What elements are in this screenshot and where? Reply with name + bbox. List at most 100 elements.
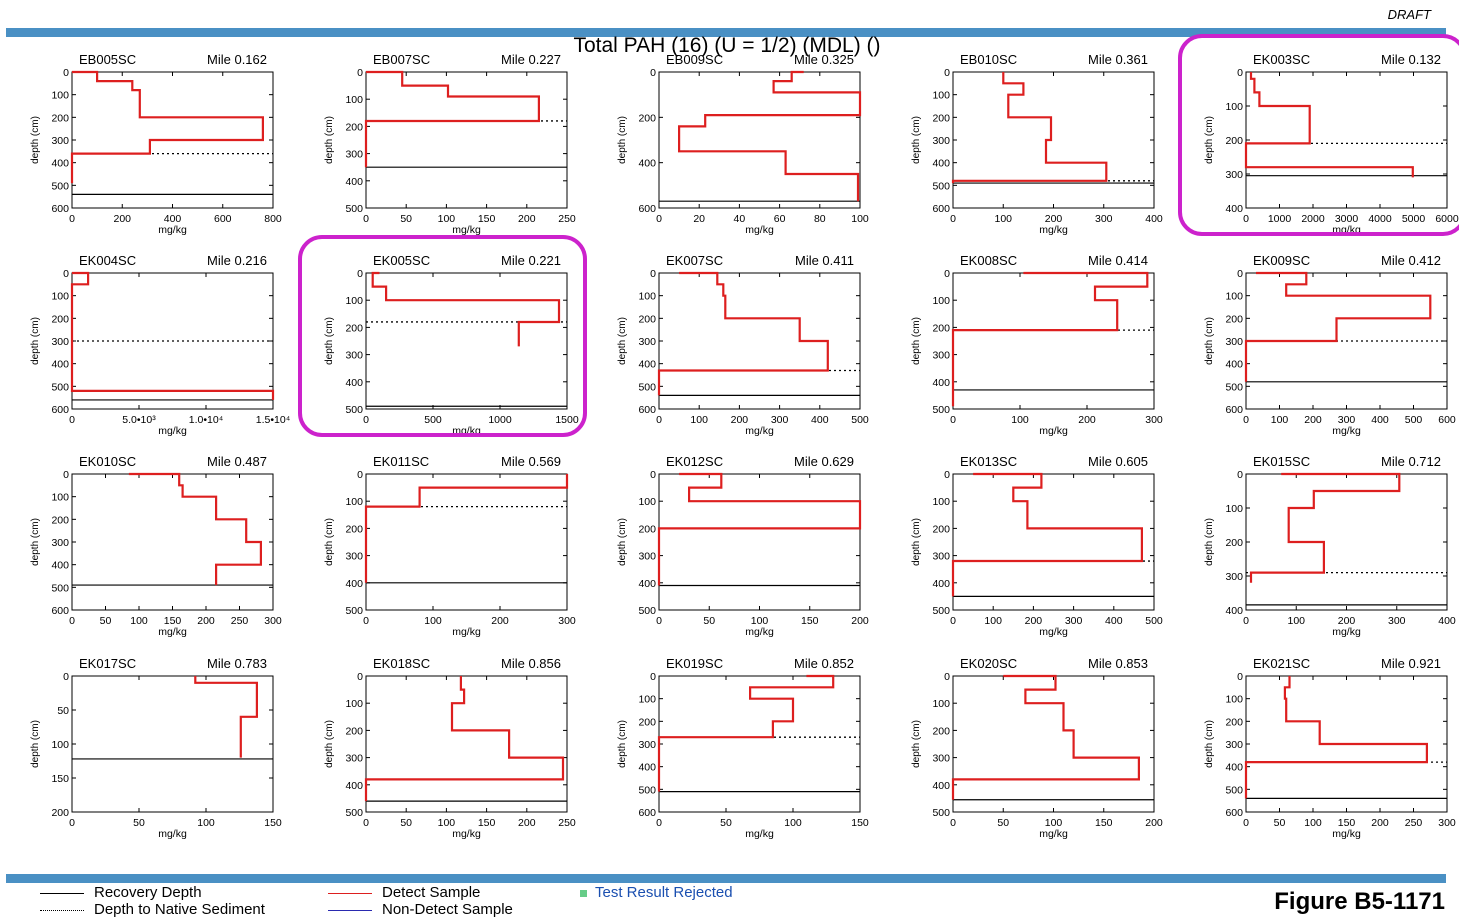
- rejected-square-icon: [580, 889, 587, 897]
- mile-label: Mile 0.411: [795, 253, 854, 268]
- y-tick-label: 100: [51, 90, 69, 102]
- y-tick-label: 400: [51, 359, 69, 371]
- y-tick-label: 300: [638, 336, 656, 348]
- station-label: EK012SC: [666, 454, 723, 469]
- x-tick-label: 0: [69, 817, 75, 829]
- y-tick-label: 200: [932, 725, 950, 737]
- x-tick-label: 300: [264, 615, 282, 627]
- station-label: EK017SC: [79, 656, 136, 671]
- x-tick-label: 200: [113, 213, 131, 225]
- mile-label: Mile 0.414: [1088, 253, 1148, 268]
- y-tick-label: 100: [638, 496, 656, 508]
- mile-label: Mile 0.856: [501, 656, 561, 671]
- x-tick-label: 1000: [488, 414, 512, 426]
- y-tick-label: 500: [932, 807, 950, 819]
- mile-label: Mile 0.216: [207, 253, 267, 268]
- x-tick-label: 100: [1304, 817, 1322, 829]
- y-tick-label: 100: [345, 496, 363, 508]
- x-tick-label: 0: [363, 213, 369, 225]
- y-tick-label: 400: [932, 578, 950, 590]
- y-tick-label: 0: [650, 469, 656, 481]
- detect-profile-line: [128, 472, 262, 586]
- y-tick-label: 0: [1237, 671, 1243, 683]
- y-tick-label: 100: [638, 694, 656, 706]
- detect-profile-line: [371, 271, 561, 347]
- plot-frame: [365, 473, 568, 611]
- y-tick-label: 500: [1225, 784, 1243, 796]
- detect-profile-line: [657, 271, 829, 396]
- y-tick-label: 400: [345, 780, 363, 792]
- detect-profile-line: [364, 474, 569, 583]
- plot-frame: [658, 71, 861, 209]
- y-tick-label: 300: [932, 135, 950, 147]
- y-tick-label: 400: [51, 158, 69, 170]
- y-axis-label: depth (cm): [1204, 518, 1215, 566]
- y-tick-label: 300: [638, 739, 656, 751]
- x-tick-label: 100: [690, 414, 708, 426]
- y-tick-label: 0: [1237, 67, 1243, 79]
- y-axis-label: depth (cm): [617, 116, 628, 164]
- station-label: EK007SC: [666, 253, 723, 268]
- y-tick-label: 200: [345, 725, 363, 737]
- x-tick-label: 50: [703, 615, 715, 627]
- x-tick-label: 0: [950, 817, 956, 829]
- x-tick-label: 5000: [1402, 213, 1426, 225]
- detect-profile-line: [951, 674, 1141, 800]
- y-tick-label: 400: [345, 176, 363, 188]
- x-tick-label: 0: [950, 414, 956, 426]
- y-tick-label: 200: [638, 313, 656, 325]
- y-tick-label: 0: [650, 268, 656, 280]
- x-tick-label: 5.0•10³: [122, 414, 156, 426]
- x-tick-label: 150: [478, 213, 496, 225]
- x-axis-label: mg/kg: [1039, 224, 1068, 236]
- y-tick-label: 200: [345, 523, 363, 535]
- y-tick-label: 100: [1225, 101, 1243, 113]
- x-tick-label: 400: [164, 213, 182, 225]
- y-tick-label: 300: [932, 551, 950, 563]
- y-tick-label: 200: [1225, 537, 1243, 549]
- x-tick-label: 400: [1438, 615, 1456, 627]
- legend: Recovery Depth Depth to Native Sediment …: [40, 884, 940, 918]
- x-tick-label: 500: [1145, 615, 1163, 627]
- y-axis-label: depth (cm): [1204, 720, 1215, 768]
- y-tick-label: 100: [51, 492, 69, 504]
- x-tick-label: 150: [264, 817, 282, 829]
- figure-label: Figure B5-1171: [1274, 888, 1445, 915]
- y-tick-label: 200: [51, 807, 69, 819]
- x-tick-label: 0: [69, 615, 75, 627]
- station-label: EK008SC: [960, 253, 1017, 268]
- mile-label: Mile 0.629: [794, 454, 854, 469]
- y-axis-label: depth (cm): [911, 116, 922, 164]
- y-axis-label: depth (cm): [911, 317, 922, 365]
- y-tick-label: 100: [345, 94, 363, 106]
- y-tick-label: 100: [638, 291, 656, 303]
- x-tick-label: 150: [164, 615, 182, 627]
- x-tick-label: 150: [478, 817, 496, 829]
- native-sediment-dotted-line-icon: [40, 909, 84, 911]
- station-label: EK013SC: [960, 454, 1017, 469]
- x-tick-label: 200: [1338, 615, 1356, 627]
- y-tick-label: 100: [1225, 694, 1243, 706]
- y-tick-label: 100: [345, 698, 363, 710]
- station-label: EK010SC: [79, 454, 136, 469]
- y-tick-label: 400: [932, 377, 950, 389]
- x-tick-label: 400: [811, 414, 829, 426]
- plot-frame: [365, 71, 568, 209]
- x-tick-label: 250: [231, 615, 249, 627]
- station-label: EK019SC: [666, 656, 723, 671]
- x-tick-label: 0: [1243, 615, 1249, 627]
- y-axis-label: depth (cm): [617, 720, 628, 768]
- x-tick-label: 4000: [1368, 213, 1392, 225]
- y-tick-label: 500: [638, 381, 656, 393]
- mile-label: Mile 0.361: [1088, 52, 1148, 67]
- y-tick-label: 0: [1237, 268, 1243, 280]
- legend-detect: Detect Sample: [328, 884, 480, 901]
- y-axis-label: depth (cm): [324, 518, 335, 566]
- x-tick-label: 100: [1045, 817, 1063, 829]
- x-axis-label: mg/kg: [158, 626, 187, 638]
- x-tick-label: 0: [1243, 817, 1249, 829]
